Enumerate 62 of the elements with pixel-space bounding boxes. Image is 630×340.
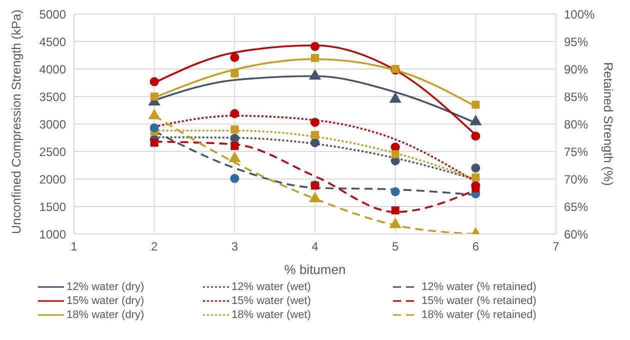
point [308,192,322,202]
legend-label: 12% water (% retained) [422,281,536,293]
y2-tick-label: 85% [564,90,588,104]
point [391,150,400,158]
legend-label: 15% water (% retained) [422,295,536,307]
point [230,126,239,134]
y2-tick-label: 95% [564,34,588,49]
point [230,52,240,62]
x-axis-title: % bitumen [284,262,346,277]
point [150,92,158,100]
y-tick-label: 4500 [39,34,66,49]
y-tick-label: 3500 [39,90,66,104]
y-tick-label: 2500 [39,144,66,159]
point [230,134,240,143]
point [150,138,158,147]
legend-label: 12% water (dry) [66,281,144,293]
legend-label: 15% water (wet) [232,295,311,307]
point [230,69,239,78]
y-tick-label: 5000 [39,7,66,22]
point [471,132,480,141]
x-tick-label: 4 [312,240,319,254]
y2-tick-label: 90% [564,62,588,76]
point [150,123,159,132]
point [472,173,480,182]
y-tick-label: 1500 [39,200,66,214]
y2-axis-title: Retained Strength (%) [601,62,615,186]
x-tick-label: 5 [392,240,399,254]
y-tick-label: 3000 [39,117,66,132]
point [472,100,480,109]
x-tick-label: 2 [150,240,158,254]
y-axis-title: Unconfined Compression Strength (kPa) [9,10,24,234]
point [230,109,240,118]
point [391,206,400,214]
point [310,42,320,51]
point [150,77,159,86]
legend-label: 18% water (dry) [66,309,144,321]
y2-tick-label: 60% [564,227,588,242]
y2-tick-label: 100% [564,7,596,22]
point [310,118,320,127]
legend-label: 15% water (dry) [66,295,144,307]
point [311,131,319,139]
legend-label: 12% water (wet) [232,281,311,293]
legend-label: 18% water (% retained) [422,309,536,321]
y2-tick-label: 75% [564,144,588,159]
point [310,138,320,148]
x-tick-label: 1 [70,240,78,254]
x-tick-label: 3 [231,240,238,254]
y-tick-label: 2000 [39,172,66,186]
x-tick-label: 6 [472,240,480,254]
y-tick-label: 1000 [39,227,66,242]
point [389,218,402,228]
legend-label: 18% water (wet) [232,309,311,321]
point [390,187,400,196]
y2-tick-label: 65% [564,200,588,214]
point [471,163,480,173]
point [230,142,239,150]
y-tick-label: 4000 [39,62,66,76]
y2-tick-label: 80% [564,117,588,132]
point [311,54,319,62]
point [230,174,240,183]
y2-tick-label: 70% [564,172,588,186]
x-tick-label: 7 [552,240,560,254]
